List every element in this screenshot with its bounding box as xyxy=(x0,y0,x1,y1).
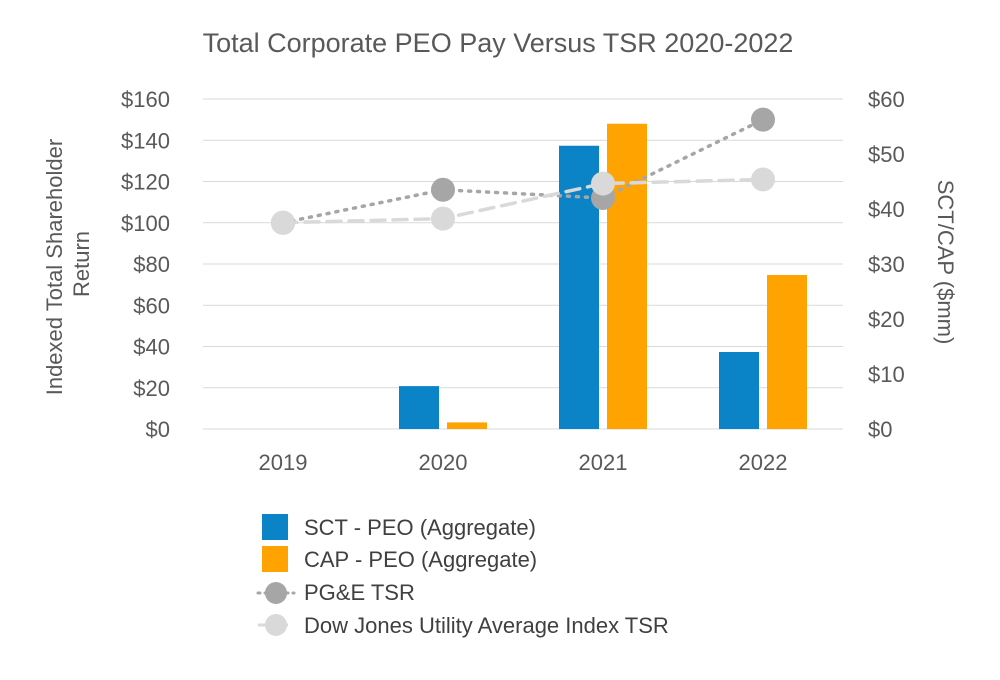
legend-item-dow-jones[interactable]: Dow Jones Utility Average Index TSR xyxy=(258,613,669,638)
legend-swatch-cap xyxy=(262,546,288,572)
right-tick-label: $50 xyxy=(868,142,905,167)
left-tick-label: $140 xyxy=(121,128,170,153)
left-tick-label: $20 xyxy=(133,376,170,401)
point-pge-2022[interactable] xyxy=(751,107,775,132)
legend-label-djua: Dow Jones Utility Average Index TSR xyxy=(304,613,669,638)
bar-cap-2021[interactable] xyxy=(607,123,647,429)
point-djua-2021[interactable] xyxy=(591,171,615,196)
left-tick-label: $160 xyxy=(121,87,170,112)
x-tick-label: 2022 xyxy=(739,450,788,475)
line-djua xyxy=(281,177,765,225)
x-tick-label: 2021 xyxy=(579,450,628,475)
bar-cap-2022[interactable] xyxy=(767,275,807,429)
right-axis-title: SCT/CAP ($mm) xyxy=(933,180,958,345)
legend-item-cap[interactable]: CAP - PEO (Aggregate) xyxy=(262,546,537,572)
left-tick-label: $40 xyxy=(133,335,170,360)
left-axis-title: Indexed Total Shareholder Return xyxy=(42,133,94,396)
left-tick-label: $100 xyxy=(121,211,170,236)
bar-cap-2020[interactable] xyxy=(447,422,487,429)
chart-title: Total Corporate PEO Pay Versus TSR 2020-… xyxy=(203,28,794,58)
legend-marker-djua xyxy=(265,614,287,636)
right-tick-label: $40 xyxy=(868,197,905,222)
left-axis-title-line-1: Indexed Total Shareholder xyxy=(42,139,67,395)
left-tick-label: $120 xyxy=(121,170,170,195)
legend: SCT - PEO (Aggregate) CAP - PEO (Aggrega… xyxy=(256,514,669,638)
right-tick-label: $20 xyxy=(868,307,905,332)
line-pge xyxy=(281,117,765,225)
point-djua-2019[interactable] xyxy=(271,210,295,235)
x-tick-label: 2019 xyxy=(259,450,308,475)
right-axis-ticks: $0 $10 $20 $30 $40 $50 $60 xyxy=(868,87,905,442)
left-tick-label: $60 xyxy=(133,293,170,318)
left-axis-ticks: $0 $20 $40 $60 $80 $100 $120 $140 $160 xyxy=(121,87,170,442)
right-tick-label: $10 xyxy=(868,362,905,387)
legend-label-sct: SCT - PEO (Aggregate) xyxy=(304,515,536,540)
left-tick-label: $0 xyxy=(146,417,170,442)
right-tick-label: $60 xyxy=(868,87,905,112)
point-pge-2020[interactable] xyxy=(431,177,455,202)
x-tick-label: 2020 xyxy=(419,450,468,475)
right-tick-label: $0 xyxy=(868,417,892,442)
right-tick-label: $30 xyxy=(868,252,905,277)
bar-sct-2020[interactable] xyxy=(399,386,439,429)
lines xyxy=(271,107,775,235)
legend-item-pge-tsr[interactable]: PG&E TSR xyxy=(256,580,415,605)
point-djua-2022[interactable] xyxy=(751,167,775,192)
legend-marker-pge xyxy=(265,582,287,604)
bars xyxy=(399,123,807,429)
legend-item-sct[interactable]: SCT - PEO (Aggregate) xyxy=(262,514,536,540)
x-axis-ticks: 2019 2020 2021 2022 xyxy=(259,450,788,475)
left-tick-label: $80 xyxy=(133,252,170,277)
bar-sct-2022[interactable] xyxy=(719,352,759,429)
point-djua-2020[interactable] xyxy=(431,206,455,231)
legend-swatch-sct xyxy=(262,514,288,540)
legend-label-pge: PG&E TSR xyxy=(304,580,415,605)
left-axis-title-line-2: Return xyxy=(69,231,94,297)
legend-label-cap: CAP - PEO (Aggregate) xyxy=(304,547,537,572)
